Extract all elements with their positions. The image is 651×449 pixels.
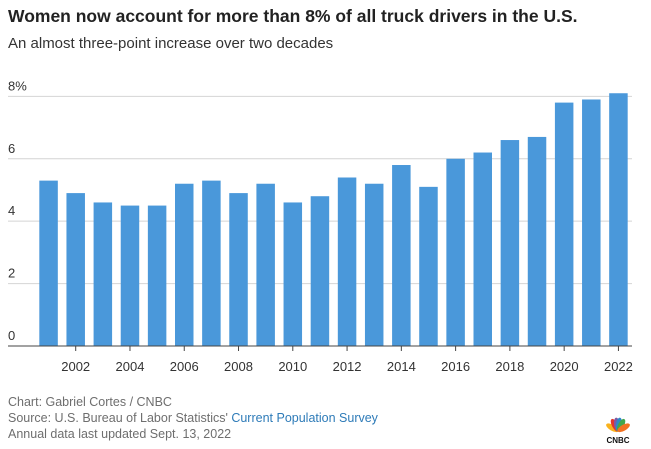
x-tick-label: 2006 xyxy=(170,359,199,374)
bar xyxy=(310,196,330,346)
bar xyxy=(120,205,140,346)
x-tick-label: 2002 xyxy=(61,359,90,374)
cnbc-logo-text: CNBC xyxy=(606,436,629,445)
x-tick-label: 2020 xyxy=(550,359,579,374)
bar xyxy=(364,183,384,346)
bar xyxy=(419,186,438,346)
source-link[interactable]: Current Population Survey xyxy=(231,411,378,425)
bar xyxy=(66,193,85,346)
source-prefix: Source: U.S. Bureau of Labor Statistics' xyxy=(8,411,232,425)
bar-chart: 0 2 4 6 8% 2002 2004 2006 2008 2010 2012 2014 2016 20… xyxy=(8,78,633,374)
bar xyxy=(202,180,221,346)
bar xyxy=(582,99,601,346)
x-tick-label: 2008 xyxy=(224,359,253,374)
bar xyxy=(283,202,303,346)
x-tick-label: 2004 xyxy=(116,359,145,374)
chart-title: Women now account for more than 8% of al… xyxy=(8,6,578,26)
peacock-feather xyxy=(617,423,630,433)
y-tick-label: 2 xyxy=(8,266,15,281)
y-tick-label: 4 xyxy=(8,203,15,218)
x-tick-label: 2016 xyxy=(441,359,470,374)
chart-footer: Chart: Gabriel Cortes / CNBC Source: U.S… xyxy=(8,394,378,442)
source-line: Source: U.S. Bureau of Labor Statistics'… xyxy=(8,410,378,426)
bar xyxy=(93,202,113,346)
y-tick-label: 8% xyxy=(8,78,27,93)
bar xyxy=(256,183,275,346)
bar xyxy=(229,193,248,346)
bar xyxy=(446,158,465,346)
bar xyxy=(175,183,194,346)
chart-credit: Chart: Gabriel Cortes / CNBC xyxy=(8,395,172,409)
x-tick-label: 2022 xyxy=(604,359,633,374)
bar xyxy=(337,177,357,346)
y-tick-label: 6 xyxy=(8,141,15,156)
x-tick-label: 2014 xyxy=(387,359,416,374)
bar xyxy=(527,136,547,346)
bar xyxy=(147,205,167,346)
bar xyxy=(39,180,58,346)
bar xyxy=(392,165,411,346)
last-updated-note: Annual data last updated Sept. 13, 2022 xyxy=(8,427,232,441)
x-tick-label: 2010 xyxy=(278,359,307,374)
bar xyxy=(609,93,628,346)
peacock-icon xyxy=(606,417,630,433)
y-tick-label: 0 xyxy=(8,328,15,343)
bar xyxy=(554,102,574,346)
chart-subtitle: An almost three-point increase over two … xyxy=(8,35,334,52)
bar xyxy=(473,152,492,346)
cnbc-logo: CNBC xyxy=(606,417,630,445)
bar xyxy=(500,140,520,346)
x-tick-label: 2012 xyxy=(333,359,362,374)
x-tick-label: 2018 xyxy=(495,359,524,374)
